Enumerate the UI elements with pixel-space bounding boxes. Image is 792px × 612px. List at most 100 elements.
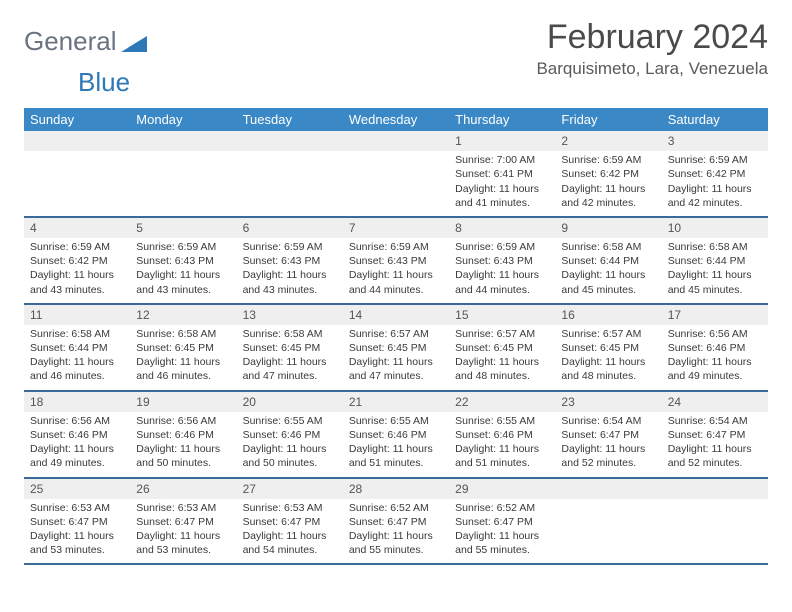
day-cell: 3Sunrise: 6:59 AMSunset: 6:42 PMDaylight… bbox=[662, 131, 768, 216]
day-body: Sunrise: 6:52 AMSunset: 6:47 PMDaylight:… bbox=[343, 499, 449, 564]
sunrise-text: Sunrise: 6:59 AM bbox=[561, 153, 655, 167]
weekday-header-row: Sunday Monday Tuesday Wednesday Thursday… bbox=[24, 108, 768, 131]
sunrise-text: Sunrise: 6:54 AM bbox=[561, 414, 655, 428]
day-cell: 5Sunrise: 6:59 AMSunset: 6:43 PMDaylight… bbox=[130, 218, 236, 303]
day-number: 2 bbox=[555, 131, 661, 151]
day-cell: 26Sunrise: 6:53 AMSunset: 6:47 PMDayligh… bbox=[130, 479, 236, 564]
sunset-text: Sunset: 6:46 PM bbox=[136, 428, 230, 442]
daylight-text: Daylight: 11 hours and 49 minutes. bbox=[30, 442, 124, 470]
logo: General bbox=[24, 26, 147, 57]
sunset-text: Sunset: 6:43 PM bbox=[455, 254, 549, 268]
day-number: 16 bbox=[555, 305, 661, 325]
day-number bbox=[662, 479, 768, 499]
daylight-text: Daylight: 11 hours and 52 minutes. bbox=[668, 442, 762, 470]
day-number: 25 bbox=[24, 479, 130, 499]
sunset-text: Sunset: 6:42 PM bbox=[30, 254, 124, 268]
day-body: Sunrise: 6:57 AMSunset: 6:45 PMDaylight:… bbox=[555, 325, 661, 390]
daylight-text: Daylight: 11 hours and 51 minutes. bbox=[349, 442, 443, 470]
sunset-text: Sunset: 6:43 PM bbox=[349, 254, 443, 268]
sunrise-text: Sunrise: 6:58 AM bbox=[561, 240, 655, 254]
day-cell: 11Sunrise: 6:58 AMSunset: 6:44 PMDayligh… bbox=[24, 305, 130, 390]
day-cell bbox=[343, 131, 449, 216]
sunset-text: Sunset: 6:45 PM bbox=[455, 341, 549, 355]
day-body: Sunrise: 6:55 AMSunset: 6:46 PMDaylight:… bbox=[237, 412, 343, 477]
day-cell bbox=[237, 131, 343, 216]
day-cell: 24Sunrise: 6:54 AMSunset: 6:47 PMDayligh… bbox=[662, 392, 768, 477]
day-body: Sunrise: 6:59 AMSunset: 6:43 PMDaylight:… bbox=[237, 238, 343, 303]
sunset-text: Sunset: 6:47 PM bbox=[243, 515, 337, 529]
sunset-text: Sunset: 6:46 PM bbox=[243, 428, 337, 442]
day-body: Sunrise: 6:59 AMSunset: 6:42 PMDaylight:… bbox=[662, 151, 768, 216]
sunset-text: Sunset: 6:45 PM bbox=[349, 341, 443, 355]
sunrise-text: Sunrise: 6:56 AM bbox=[30, 414, 124, 428]
weekday-header: Sunday bbox=[24, 108, 130, 131]
sunrise-text: Sunrise: 6:59 AM bbox=[136, 240, 230, 254]
day-cell: 18Sunrise: 6:56 AMSunset: 6:46 PMDayligh… bbox=[24, 392, 130, 477]
day-body: Sunrise: 6:55 AMSunset: 6:46 PMDaylight:… bbox=[449, 412, 555, 477]
weekday-header: Tuesday bbox=[237, 108, 343, 131]
day-cell: 13Sunrise: 6:58 AMSunset: 6:45 PMDayligh… bbox=[237, 305, 343, 390]
daylight-text: Daylight: 11 hours and 43 minutes. bbox=[136, 268, 230, 296]
day-cell bbox=[555, 479, 661, 564]
daylight-text: Daylight: 11 hours and 51 minutes. bbox=[455, 442, 549, 470]
sunset-text: Sunset: 6:47 PM bbox=[136, 515, 230, 529]
sunset-text: Sunset: 6:46 PM bbox=[455, 428, 549, 442]
day-body: Sunrise: 6:55 AMSunset: 6:46 PMDaylight:… bbox=[343, 412, 449, 477]
sunrise-text: Sunrise: 6:59 AM bbox=[243, 240, 337, 254]
day-cell: 27Sunrise: 6:53 AMSunset: 6:47 PMDayligh… bbox=[237, 479, 343, 564]
sunset-text: Sunset: 6:43 PM bbox=[136, 254, 230, 268]
sunset-text: Sunset: 6:41 PM bbox=[455, 167, 549, 181]
daylight-text: Daylight: 11 hours and 45 minutes. bbox=[668, 268, 762, 296]
day-body: Sunrise: 6:57 AMSunset: 6:45 PMDaylight:… bbox=[449, 325, 555, 390]
weekday-header: Thursday bbox=[449, 108, 555, 131]
day-body: Sunrise: 6:52 AMSunset: 6:47 PMDaylight:… bbox=[449, 499, 555, 564]
daylight-text: Daylight: 11 hours and 54 minutes. bbox=[243, 529, 337, 557]
sunset-text: Sunset: 6:47 PM bbox=[668, 428, 762, 442]
day-number: 4 bbox=[24, 218, 130, 238]
sunrise-text: Sunrise: 6:59 AM bbox=[349, 240, 443, 254]
day-cell: 7Sunrise: 6:59 AMSunset: 6:43 PMDaylight… bbox=[343, 218, 449, 303]
daylight-text: Daylight: 11 hours and 48 minutes. bbox=[561, 355, 655, 383]
day-cell: 20Sunrise: 6:55 AMSunset: 6:46 PMDayligh… bbox=[237, 392, 343, 477]
day-number: 11 bbox=[24, 305, 130, 325]
sunrise-text: Sunrise: 6:54 AM bbox=[668, 414, 762, 428]
daylight-text: Daylight: 11 hours and 42 minutes. bbox=[561, 182, 655, 210]
sunset-text: Sunset: 6:46 PM bbox=[349, 428, 443, 442]
day-number: 9 bbox=[555, 218, 661, 238]
sunset-text: Sunset: 6:42 PM bbox=[668, 167, 762, 181]
daylight-text: Daylight: 11 hours and 46 minutes. bbox=[136, 355, 230, 383]
day-body: Sunrise: 6:59 AMSunset: 6:43 PMDaylight:… bbox=[343, 238, 449, 303]
daylight-text: Daylight: 11 hours and 41 minutes. bbox=[455, 182, 549, 210]
day-cell: 22Sunrise: 6:55 AMSunset: 6:46 PMDayligh… bbox=[449, 392, 555, 477]
day-number bbox=[555, 479, 661, 499]
sunrise-text: Sunrise: 7:00 AM bbox=[455, 153, 549, 167]
logo-text-blue: Blue bbox=[78, 67, 130, 97]
sunrise-text: Sunrise: 6:59 AM bbox=[455, 240, 549, 254]
day-number: 24 bbox=[662, 392, 768, 412]
sunset-text: Sunset: 6:43 PM bbox=[243, 254, 337, 268]
daylight-text: Daylight: 11 hours and 44 minutes. bbox=[349, 268, 443, 296]
week-row: 18Sunrise: 6:56 AMSunset: 6:46 PMDayligh… bbox=[24, 392, 768, 479]
day-number: 15 bbox=[449, 305, 555, 325]
day-number: 8 bbox=[449, 218, 555, 238]
day-cell: 9Sunrise: 6:58 AMSunset: 6:44 PMDaylight… bbox=[555, 218, 661, 303]
day-cell: 17Sunrise: 6:56 AMSunset: 6:46 PMDayligh… bbox=[662, 305, 768, 390]
day-body: Sunrise: 6:58 AMSunset: 6:44 PMDaylight:… bbox=[662, 238, 768, 303]
weekday-header: Monday bbox=[130, 108, 236, 131]
week-row: 1Sunrise: 7:00 AMSunset: 6:41 PMDaylight… bbox=[24, 131, 768, 218]
day-cell: 12Sunrise: 6:58 AMSunset: 6:45 PMDayligh… bbox=[130, 305, 236, 390]
sunset-text: Sunset: 6:45 PM bbox=[136, 341, 230, 355]
day-number: 7 bbox=[343, 218, 449, 238]
sunrise-text: Sunrise: 6:59 AM bbox=[30, 240, 124, 254]
sunset-text: Sunset: 6:45 PM bbox=[243, 341, 337, 355]
day-body: Sunrise: 6:54 AMSunset: 6:47 PMDaylight:… bbox=[662, 412, 768, 477]
day-body: Sunrise: 6:53 AMSunset: 6:47 PMDaylight:… bbox=[24, 499, 130, 564]
daylight-text: Daylight: 11 hours and 43 minutes. bbox=[243, 268, 337, 296]
daylight-text: Daylight: 11 hours and 49 minutes. bbox=[668, 355, 762, 383]
sunrise-text: Sunrise: 6:53 AM bbox=[30, 501, 124, 515]
day-body: Sunrise: 6:58 AMSunset: 6:44 PMDaylight:… bbox=[555, 238, 661, 303]
day-body: Sunrise: 6:56 AMSunset: 6:46 PMDaylight:… bbox=[662, 325, 768, 390]
daylight-text: Daylight: 11 hours and 52 minutes. bbox=[561, 442, 655, 470]
day-cell: 8Sunrise: 6:59 AMSunset: 6:43 PMDaylight… bbox=[449, 218, 555, 303]
day-number: 14 bbox=[343, 305, 449, 325]
